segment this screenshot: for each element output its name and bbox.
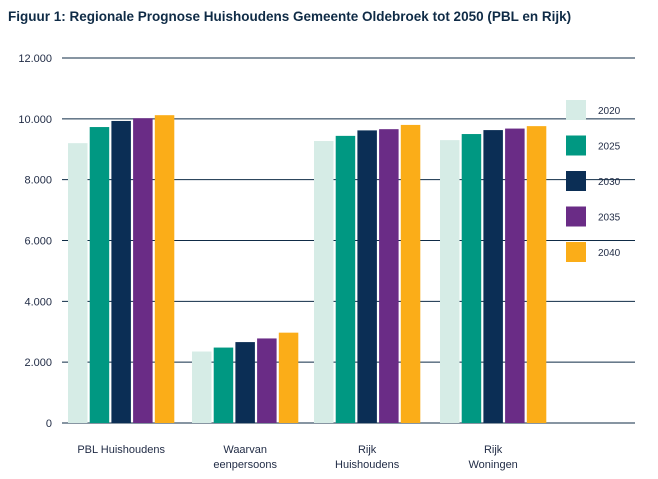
legend: 2020 2025 2030 2035 2040 (566, 100, 621, 262)
y-tick-label: 8.000 (24, 175, 52, 187)
y-tick-label: 10.000 (18, 114, 52, 126)
bar-2025 (461, 134, 482, 423)
bar-2020 (68, 143, 88, 423)
category-label: eenpersoons (213, 459, 277, 471)
y-tick-label: 2.000 (24, 357, 52, 369)
bar-2020 (440, 140, 460, 423)
chart-title: Figuur 1: Regionale Prognose Huishoudens… (8, 9, 572, 24)
y-axis-tick-labels: 0 2.000 4.000 6.000 8.000 10.000 12.000 (18, 53, 52, 430)
y-tick-label: 0 (46, 418, 52, 430)
bars (68, 115, 547, 424)
bar-2040 (400, 124, 421, 424)
legend-swatch-2040 (566, 242, 586, 262)
category-labels: PBL Huishoudens Waarvan eenpersoons Rijk Hui… (77, 444, 517, 471)
legend-label: 2025 (598, 142, 621, 153)
legend-swatch-2020 (566, 100, 586, 120)
bar-2030 (111, 120, 131, 424)
category-label: PBL Huishoudens (77, 444, 165, 456)
bar-2030 (235, 342, 255, 423)
category-label: Waarvan (223, 444, 267, 456)
legend-swatch-2025 (566, 135, 586, 156)
bar-2035 (133, 118, 153, 423)
bar-2025 (335, 135, 356, 423)
bar-2040 (278, 332, 299, 423)
y-tick-label: 6.000 (24, 236, 52, 248)
legend-label: 2035 (598, 213, 621, 224)
legend-swatch-2035 (566, 206, 586, 227)
category-label: Rijk (484, 444, 503, 456)
bar-2025 (89, 127, 110, 423)
bar-2035 (505, 128, 525, 424)
bar-2030 (357, 130, 377, 423)
bar-2035 (257, 338, 277, 423)
category-label: Woningen (468, 459, 517, 471)
y-tick-label: 4.000 (24, 296, 52, 308)
legend-label: 2040 (598, 248, 621, 259)
bar-2040 (526, 126, 547, 423)
bar-2020 (192, 351, 212, 423)
legend-label: 2020 (598, 106, 621, 117)
category-label: Huishoudens (335, 459, 400, 471)
bar-2040 (154, 115, 175, 423)
bar-2020 (314, 141, 334, 423)
legend-label: 2030 (598, 177, 621, 188)
category-label: Rijk (358, 444, 377, 456)
legend-swatch-2030 (566, 171, 586, 191)
y-tick-label: 12.000 (18, 53, 52, 65)
bar-2030 (483, 130, 503, 423)
bar-2035 (379, 129, 399, 424)
bar-2025 (213, 347, 234, 423)
